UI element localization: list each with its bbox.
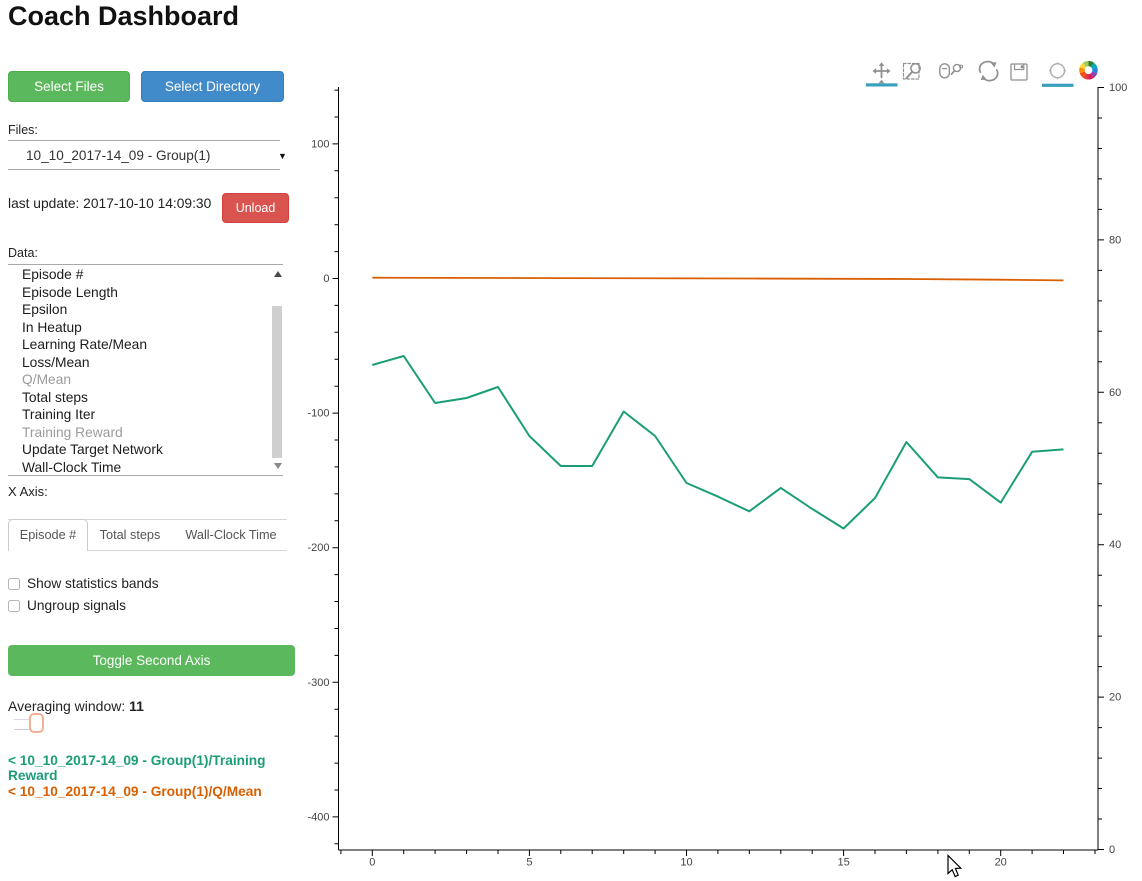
svg-text:15: 15 <box>837 857 849 869</box>
svg-text:-300: -300 <box>307 677 329 689</box>
svg-text:5: 5 <box>526 857 532 869</box>
svg-text:40: 40 <box>1109 539 1121 551</box>
svg-text:-400: -400 <box>307 811 329 823</box>
svg-text:-100: -100 <box>307 408 329 420</box>
svg-text:100: 100 <box>1109 82 1127 94</box>
svg-text:0: 0 <box>1109 844 1115 856</box>
svg-text:20: 20 <box>1109 692 1121 704</box>
svg-text:80: 80 <box>1109 234 1121 246</box>
svg-text:-200: -200 <box>307 542 329 554</box>
svg-text:0: 0 <box>323 273 329 285</box>
svg-text:10: 10 <box>680 857 692 869</box>
svg-text:0: 0 <box>369 857 375 869</box>
svg-text:100: 100 <box>311 138 329 150</box>
svg-text:60: 60 <box>1109 387 1121 399</box>
svg-text:20: 20 <box>995 857 1007 869</box>
